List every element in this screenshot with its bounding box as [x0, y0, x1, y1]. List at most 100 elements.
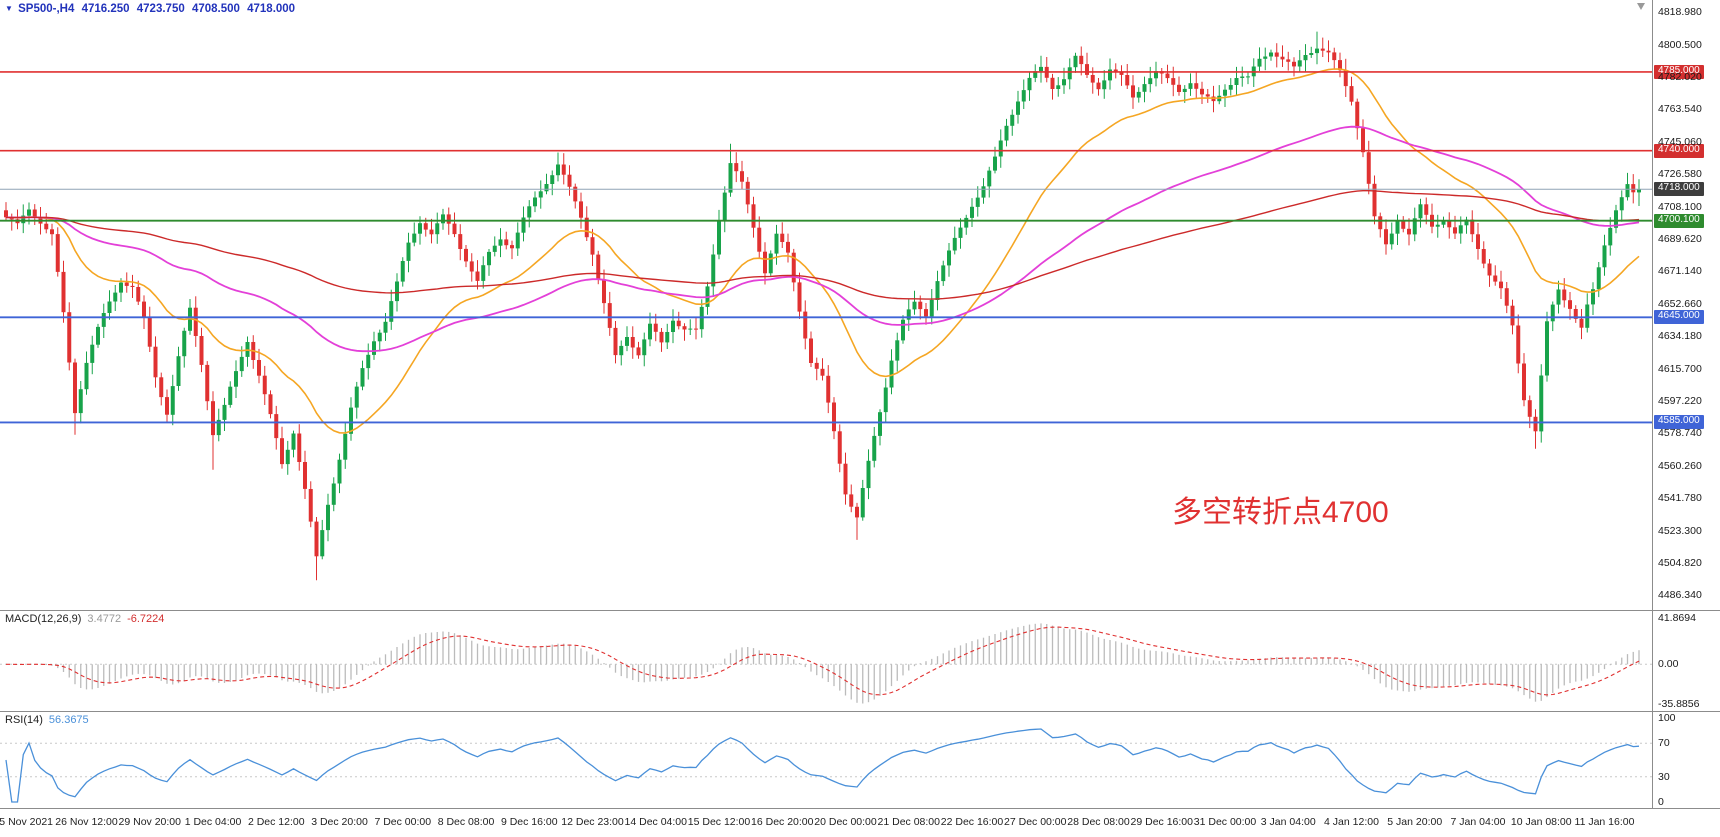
candle-bearish: [803, 311, 808, 339]
candle-bullish: [234, 371, 238, 387]
candle-bullish: [1297, 60, 1302, 67]
candle-bullish: [360, 368, 365, 387]
candle-bearish: [1470, 219, 1475, 235]
candle-bearish: [843, 463, 848, 495]
candle-bearish: [1631, 184, 1636, 193]
candle-bullish: [1004, 125, 1009, 141]
candle-bullish: [1539, 375, 1544, 432]
candle-bearish: [1378, 216, 1383, 230]
candle-bullish: [119, 282, 123, 293]
candle-bullish: [176, 356, 181, 386]
rsi-line: [5, 728, 1640, 803]
candle-bearish: [855, 506, 859, 518]
chart-shift-marker[interactable]: [1637, 3, 1645, 10]
candle-bullish: [533, 197, 537, 207]
candle-bearish: [1499, 281, 1503, 289]
candle-bearish: [297, 433, 302, 462]
candle-bullish: [228, 386, 233, 405]
candle-bearish: [142, 301, 146, 318]
candle-bullish: [1039, 66, 1043, 72]
candle-bearish: [837, 431, 842, 464]
candle-bullish: [1303, 55, 1308, 61]
candle-bearish: [124, 282, 129, 286]
candle-bullish: [78, 389, 83, 414]
candle-bearish: [745, 181, 750, 205]
ma-mid-magenta[interactable]: [6, 125, 1640, 353]
candle-bullish: [354, 386, 359, 408]
candle-bullish: [400, 261, 405, 282]
candle-bearish: [199, 336, 204, 365]
candle-bullish: [671, 320, 675, 332]
candle-bullish: [1102, 80, 1107, 90]
candle-bearish: [1125, 75, 1130, 86]
candle-bullish: [1067, 67, 1072, 80]
candle-bearish: [1573, 309, 1578, 319]
candle-bullish: [366, 354, 371, 369]
candle-bearish: [757, 227, 762, 252]
candle-bullish: [1608, 227, 1613, 246]
candle-bearish: [1579, 318, 1584, 328]
candle-bullish: [538, 191, 543, 198]
candle-bullish: [1016, 101, 1020, 115]
candle-bullish: [964, 217, 969, 228]
candle-bearish: [73, 362, 77, 414]
ma-slow-red[interactable]: [6, 190, 1640, 300]
candle-bearish: [1533, 416, 1538, 432]
candle-bearish: [1338, 60, 1342, 71]
candle-bullish: [291, 433, 296, 450]
candle-bearish: [205, 364, 210, 402]
candle-bearish: [820, 368, 825, 376]
candle-bearish: [1447, 220, 1452, 228]
candle-bearish: [1171, 78, 1176, 85]
candle-bearish: [153, 346, 158, 378]
candle-bearish: [4, 210, 8, 218]
candle-bearish: [1090, 75, 1095, 83]
candle-bullish: [768, 253, 773, 274]
candle-bearish: [653, 323, 658, 332]
candle-bearish: [1085, 64, 1089, 75]
candle-bullish: [498, 239, 503, 246]
candle-bullish: [550, 175, 555, 184]
candle-bearish: [613, 327, 618, 356]
candle-bullish: [412, 233, 417, 243]
candle-bullish: [84, 362, 89, 390]
candle-bearish: [694, 328, 698, 330]
candle-bullish: [1585, 304, 1590, 328]
candle-bullish: [1062, 79, 1066, 86]
candle-bearish: [464, 248, 468, 262]
candle-bearish: [826, 375, 831, 403]
candle-bullish: [1246, 76, 1250, 78]
candle-bearish: [193, 307, 198, 336]
candle-bearish: [458, 234, 463, 249]
candle-bullish: [1257, 58, 1262, 67]
candle-bearish: [165, 397, 169, 415]
candle-bullish: [113, 292, 118, 302]
macd-histogram: [11, 623, 1640, 704]
candle-bullish: [1073, 55, 1078, 68]
candle-bearish: [797, 282, 802, 312]
candle-bullish: [1550, 304, 1555, 322]
candle-bearish: [809, 338, 813, 363]
candle-bearish: [1050, 77, 1055, 89]
candle-bullish: [96, 326, 100, 345]
candle-bullish: [435, 223, 440, 235]
candle-bearish: [1286, 59, 1291, 62]
candle-bearish: [130, 285, 135, 287]
candle-bearish: [1453, 227, 1457, 234]
candle-bullish: [1010, 114, 1015, 126]
candle-bearish: [1280, 56, 1285, 60]
candle-bearish: [573, 186, 578, 202]
candle-bearish: [763, 251, 767, 274]
ma-fast-orange[interactable]: [5, 68, 1640, 434]
candle-bearish: [791, 252, 796, 283]
candle-bearish: [136, 287, 141, 302]
candle-bearish: [268, 394, 273, 415]
candle-bullish: [1269, 52, 1273, 57]
candle-bullish: [1154, 71, 1158, 79]
candle-bullish: [441, 214, 445, 224]
candle-bearish: [1401, 221, 1406, 229]
candle-bullish: [90, 344, 95, 363]
candle-bearish: [1476, 234, 1480, 249]
candle-bearish: [751, 204, 756, 228]
